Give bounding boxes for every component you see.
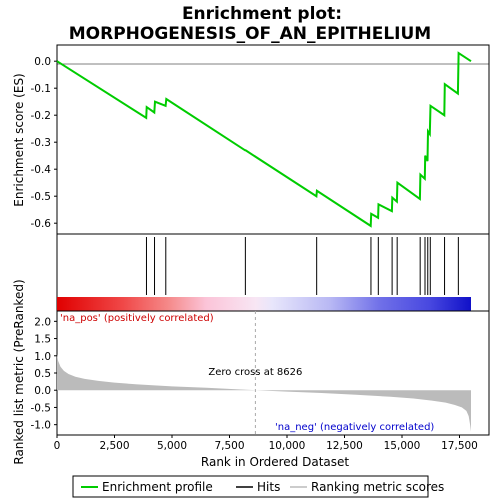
zero-cross-label: Zero cross at 8626 bbox=[208, 367, 302, 378]
x-tick-label: 17,500 bbox=[441, 440, 478, 452]
pos-correlated-label: 'na_pos' (positively correlated) bbox=[60, 313, 214, 324]
rank-y-tick-label: 1.5 bbox=[34, 334, 51, 346]
rank-color-bar bbox=[57, 297, 471, 311]
es-y-tick-label: -0.6 bbox=[31, 218, 52, 230]
legend-metric-label: Ranking metric scores bbox=[311, 480, 444, 494]
es-y-tick-label: -0.4 bbox=[31, 164, 52, 176]
neg-correlated-label: 'na_neg' (negatively correlated) bbox=[275, 422, 434, 433]
legend-enrichment-label: Enrichment profile bbox=[102, 480, 213, 494]
x-tick-label: 2,500 bbox=[99, 440, 129, 452]
x-tick-label: 12,500 bbox=[326, 440, 363, 452]
es-panel-frame bbox=[56, 44, 490, 235]
es-y-tick-label: -0.5 bbox=[31, 191, 52, 203]
hits-panel bbox=[56, 233, 490, 312]
es-panel: 0.0 -0.1 -0.2 -0.3 -0.4 -0.5 -0.6 Enrichment s… bbox=[12, 44, 490, 235]
rank-y-tick-label: 0.0 bbox=[34, 385, 51, 397]
chart-title-line1: Enrichment plot: bbox=[182, 4, 342, 24]
rank-y-tick-label: 0.5 bbox=[34, 368, 51, 380]
x-tick-label: 7,500 bbox=[214, 440, 244, 452]
rank-y-tick-label: 1.0 bbox=[34, 351, 51, 363]
es-y-axis: 0.0 -0.1 -0.2 -0.3 -0.4 -0.5 -0.6 bbox=[31, 56, 57, 230]
x-tick-label: 15,000 bbox=[384, 440, 421, 452]
rank-y-tick-label: 2.0 bbox=[34, 316, 51, 328]
legend-hits-label: Hits bbox=[257, 480, 280, 494]
x-axis-label: Rank in Ordered Dataset bbox=[201, 455, 349, 469]
rank-y-tick-label: -1.0 bbox=[31, 420, 52, 432]
es-y-axis-label: Enrichment score (ES) bbox=[12, 73, 26, 206]
rank-y-axis-label: Ranked list metric (PreRanked) bbox=[12, 279, 26, 464]
x-tick-label: 10,000 bbox=[269, 440, 306, 452]
rank-y-axis: 2.0 1.5 1.0 0.5 0.0 -0.5 -1.0 bbox=[31, 316, 57, 432]
ranking-metric-area bbox=[57, 354, 471, 432]
rank-x-axis: 0 2,500 5,000 7,500 10,000 12,500 15,000 17,500 bbox=[54, 435, 478, 452]
es-y-tick-label: -0.1 bbox=[31, 83, 52, 95]
rank-panel: Zero cross at 8626 'na_pos' (positively … bbox=[12, 279, 490, 469]
hit-markers bbox=[145, 237, 459, 295]
rank-y-tick-label: -0.5 bbox=[31, 402, 52, 414]
enrichment-profile-line bbox=[56, 51, 472, 228]
x-tick-label: 5,000 bbox=[157, 440, 187, 452]
es-y-tick-label: -0.2 bbox=[31, 110, 52, 122]
es-y-tick-label: -0.3 bbox=[31, 137, 52, 149]
x-tick-label: 0 bbox=[54, 440, 61, 452]
legend: Enrichment profile Hits Ranking metric s… bbox=[72, 475, 444, 498]
chart-title-line2: MORPHOGENESIS_OF_AN_EPITHELIUM bbox=[69, 24, 431, 44]
rank-panel-frame bbox=[56, 310, 490, 436]
es-y-tick-label: 0.0 bbox=[34, 56, 51, 68]
